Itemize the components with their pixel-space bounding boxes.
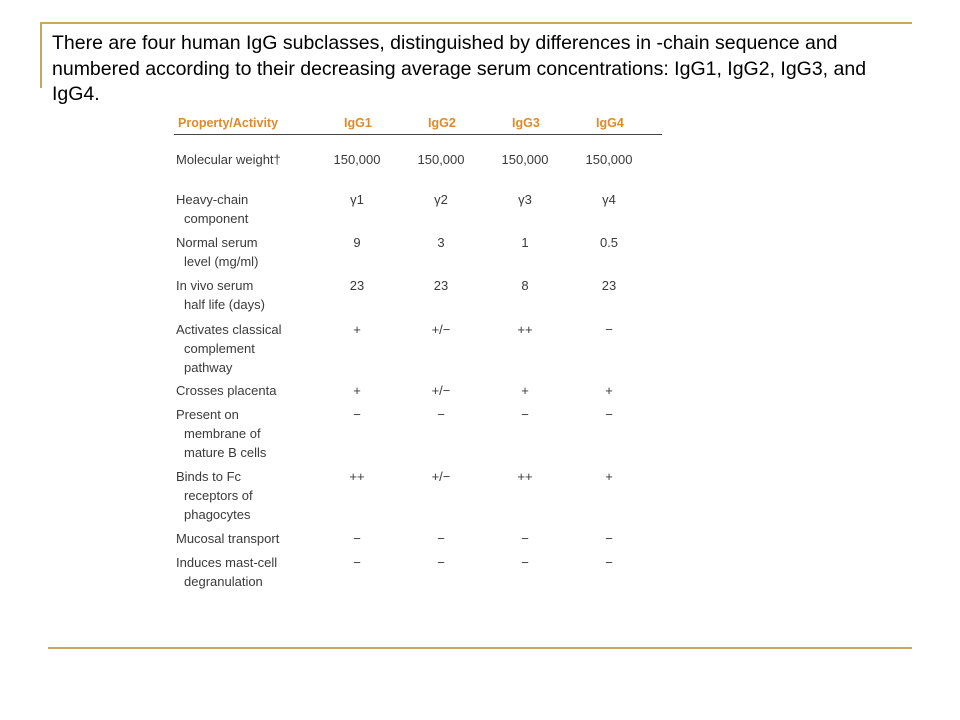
cell-igg1: + bbox=[353, 322, 361, 337]
row-label-line: degranulation bbox=[184, 574, 263, 589]
cell-igg2: 150,000 bbox=[417, 152, 465, 167]
header-igg3: IgG3 bbox=[494, 112, 578, 135]
row-label-line: receptors of bbox=[184, 488, 253, 503]
cell-igg3: − bbox=[521, 555, 529, 570]
table-row: Present on membrane of mature B cells − − − − bbox=[174, 400, 662, 462]
cell-igg4: + bbox=[605, 383, 613, 398]
cell-igg2: 3 bbox=[437, 235, 445, 250]
cell-igg2: +/− bbox=[431, 322, 451, 337]
cell-igg1: − bbox=[353, 407, 361, 422]
cell-igg1: 23 bbox=[349, 278, 365, 293]
cell-igg2: γ2 bbox=[434, 192, 448, 207]
table-row: Mucosal transport − − − − bbox=[174, 524, 662, 548]
cell-igg4: 23 bbox=[601, 278, 617, 293]
cell-igg4: 150,000 bbox=[585, 152, 633, 167]
left-accent-bar bbox=[40, 22, 42, 88]
row-label-line: Molecular weight† bbox=[176, 152, 281, 167]
row-label: Binds to Fc receptors of phagocytes bbox=[174, 462, 326, 524]
row-label-line: In vivo serum bbox=[176, 278, 254, 293]
igg-properties-table: Property/Activity IgG1 IgG2 IgG3 IgG4 Mo… bbox=[174, 112, 662, 591]
row-label-line: Binds to Fc bbox=[176, 469, 242, 484]
igg-properties-table-wrap: Property/Activity IgG1 IgG2 IgG3 IgG4 Mo… bbox=[174, 112, 664, 640]
cell-igg3: − bbox=[521, 531, 529, 546]
header-igg1: IgG1 bbox=[326, 112, 410, 135]
row-label: Molecular weight† bbox=[174, 135, 326, 170]
bottom-divider bbox=[48, 647, 912, 649]
cell-igg4: − bbox=[605, 531, 613, 546]
table-body: Molecular weight† 150,000 150,000 150,000 15… bbox=[174, 135, 662, 592]
cell-igg1: γ1 bbox=[350, 192, 364, 207]
cell-igg4: 0.5 bbox=[599, 235, 619, 250]
row-label: Activates classical complement pathway bbox=[174, 314, 326, 377]
top-divider bbox=[40, 22, 912, 24]
cell-igg4: + bbox=[605, 469, 613, 484]
row-label-line: Activates classical bbox=[176, 322, 282, 337]
row-label: Crosses placenta bbox=[174, 377, 326, 400]
table-row: Normal serum level (mg/ml) 9 3 1 0.5 bbox=[174, 228, 662, 271]
table-row: Binds to Fc receptors of phagocytes ++ +/− ++… bbox=[174, 462, 662, 524]
cell-igg2: 23 bbox=[433, 278, 449, 293]
cell-igg3: ++ bbox=[517, 469, 533, 484]
cell-igg2: +/− bbox=[431, 469, 451, 484]
cell-igg2: +/− bbox=[431, 383, 451, 398]
table-header-row: Property/Activity IgG1 IgG2 IgG3 IgG4 bbox=[174, 112, 662, 135]
cell-igg3: 150,000 bbox=[501, 152, 549, 167]
row-label: Heavy-chain component bbox=[174, 169, 326, 228]
cell-igg1: ++ bbox=[349, 469, 365, 484]
header-property: Property/Activity bbox=[174, 112, 326, 135]
cell-igg4: − bbox=[605, 322, 613, 337]
row-label-line: membrane of bbox=[184, 426, 261, 441]
row-label-line: pathway bbox=[184, 360, 233, 375]
cell-igg2: − bbox=[437, 407, 445, 422]
cell-igg3: + bbox=[521, 383, 529, 398]
cell-igg1: 150,000 bbox=[333, 152, 381, 167]
cell-igg3: 1 bbox=[521, 235, 529, 250]
row-label-line: Induces mast-cell bbox=[176, 555, 278, 570]
row-label-line: mature B cells bbox=[184, 445, 267, 460]
cell-igg3: γ3 bbox=[518, 192, 532, 207]
cell-igg1: − bbox=[353, 555, 361, 570]
cell-igg4: − bbox=[605, 407, 613, 422]
row-label-line: complement bbox=[184, 341, 255, 356]
cell-igg1: − bbox=[353, 531, 361, 546]
row-label-line: phagocytes bbox=[184, 507, 251, 522]
table-row: Crosses placenta + +/− + + bbox=[174, 377, 662, 400]
row-label: Mucosal transport bbox=[174, 524, 326, 548]
cell-igg2: − bbox=[437, 531, 445, 546]
row-label-line: level (mg/ml) bbox=[184, 254, 259, 269]
row-label: Induces mast-cell degranulation bbox=[174, 548, 326, 591]
row-label: In vivo serum half life (days) bbox=[174, 271, 326, 314]
row-label-line: component bbox=[184, 211, 249, 226]
table-row: Induces mast-cell degranulation − − − − bbox=[174, 548, 662, 591]
cell-igg3: 8 bbox=[521, 278, 529, 293]
row-label-line: Normal serum bbox=[176, 235, 258, 250]
row-label: Present on membrane of mature B cells bbox=[174, 400, 326, 462]
cell-igg3: ++ bbox=[517, 322, 533, 337]
table-row: Heavy-chain component γ1 γ2 γ3 γ4 bbox=[174, 169, 662, 228]
header-igg2: IgG2 bbox=[410, 112, 494, 135]
row-label-line: Present on bbox=[176, 407, 239, 422]
cell-igg3: − bbox=[521, 407, 529, 422]
row-label-line: Mucosal transport bbox=[176, 531, 280, 546]
cell-igg2: − bbox=[437, 555, 445, 570]
cell-igg4: − bbox=[605, 555, 613, 570]
row-label-line: half life (days) bbox=[184, 297, 265, 312]
row-label: Normal serum level (mg/ml) bbox=[174, 228, 326, 271]
table-row: Activates classical complement pathway + +/−… bbox=[174, 314, 662, 377]
slide-caption: There are four human IgG subclasses, dis… bbox=[52, 32, 867, 105]
cell-igg1: + bbox=[353, 383, 361, 398]
table-row: In vivo serum half life (days) 23 23 8 23 bbox=[174, 271, 662, 314]
row-label-line: Crosses placenta bbox=[176, 383, 277, 398]
header-igg4: IgG4 bbox=[578, 112, 662, 135]
table-row: Molecular weight† 150,000 150,000 150,000 15… bbox=[174, 135, 662, 170]
cell-igg4: γ4 bbox=[602, 192, 616, 207]
row-label-line: Heavy-chain bbox=[176, 192, 249, 207]
cell-igg1: 9 bbox=[353, 235, 361, 250]
